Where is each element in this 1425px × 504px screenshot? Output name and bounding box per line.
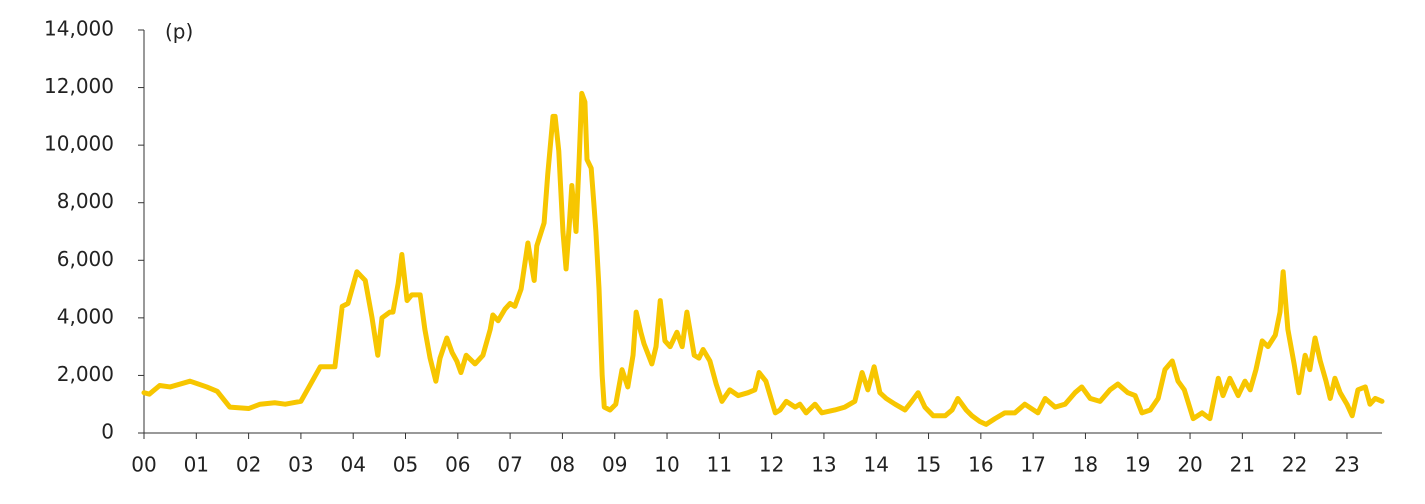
x-tick-label: 02 [236, 453, 261, 477]
y-tick-label: 4,000 [57, 304, 114, 328]
y-tick-label: 2,000 [57, 362, 114, 386]
x-tick-label: 18 [1073, 453, 1098, 477]
x-tick-label: 14 [864, 453, 889, 477]
y-tick-label: 12,000 [44, 74, 114, 98]
x-tick-label: 00 [131, 453, 156, 477]
x-tick-label: 01 [184, 453, 209, 477]
y-tick-label: 6,000 [57, 247, 114, 271]
x-tick-label: 19 [1125, 453, 1150, 477]
x-tick-label: 06 [445, 453, 470, 477]
y-tick-label: 0 [101, 420, 114, 444]
x-tick-label: 23 [1334, 453, 1359, 477]
x-tick-label: 10 [654, 453, 679, 477]
y-axis-label: (p) [165, 20, 193, 44]
x-tick-label: 22 [1282, 453, 1307, 477]
x-tick-label: 21 [1230, 453, 1255, 477]
x-tick-label: 11 [707, 453, 732, 477]
y-tick-label: 8,000 [57, 189, 114, 213]
x-tick-label: 05 [393, 453, 418, 477]
x-tick-label: 08 [550, 453, 575, 477]
y-tick-label: 14,000 [44, 17, 114, 41]
x-tick-label: 12 [759, 453, 784, 477]
x-tick-label: 17 [1020, 453, 1045, 477]
x-tick-label: 20 [1177, 453, 1202, 477]
x-tick-label: 04 [340, 453, 365, 477]
x-tick-label: 03 [288, 453, 313, 477]
x-tick-label: 16 [968, 453, 993, 477]
x-tick-label: 09 [602, 453, 627, 477]
price-line [141, 90, 1385, 427]
x-tick-label: 15 [916, 453, 941, 477]
y-tick-label: 10,000 [44, 132, 114, 156]
x-tick-label: 13 [811, 453, 836, 477]
x-tick-label: 07 [497, 453, 522, 477]
